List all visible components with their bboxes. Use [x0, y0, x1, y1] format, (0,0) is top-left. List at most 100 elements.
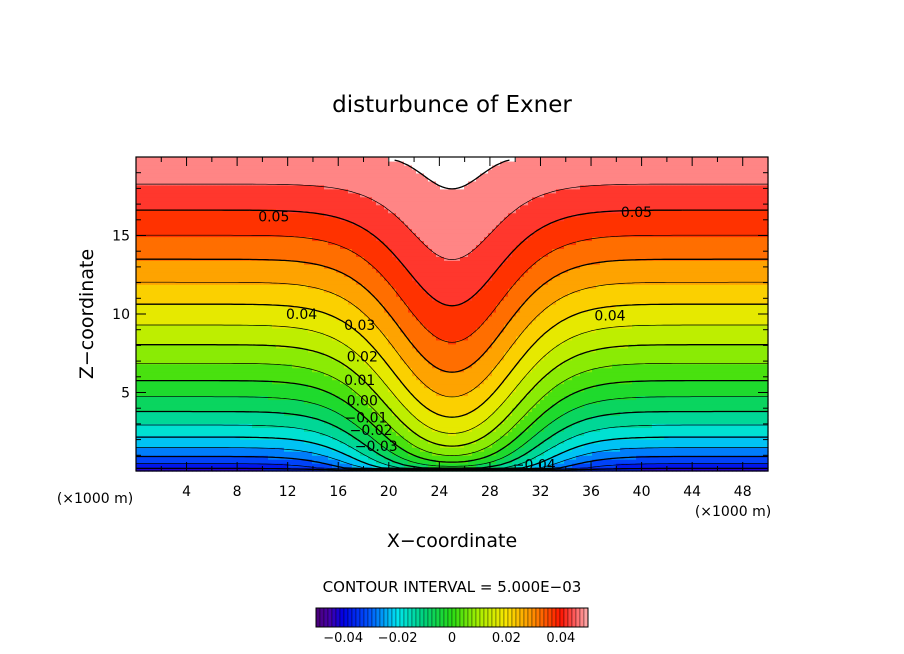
colorbar-tick-label: −0.02: [378, 631, 418, 646]
colorbar-cell: [355, 607, 361, 628]
colorbar-cell: [559, 607, 565, 628]
x-tick-label: 4: [182, 484, 191, 500]
colorbar-cell: [431, 607, 437, 628]
contour-line: [136, 379, 768, 463]
x-tick-label: 20: [380, 484, 398, 500]
colorbar-cell: [495, 607, 501, 628]
contour-line: [136, 183, 768, 260]
colorbar-cell: [471, 607, 477, 628]
contour-label: −0.03: [355, 439, 398, 455]
colorbar-cell: [419, 607, 425, 628]
colorbar-cell: [515, 607, 521, 628]
contour-label: 0.02: [347, 349, 378, 365]
colorbar-cell: [411, 607, 417, 628]
contour-label: 0.05: [258, 210, 289, 226]
colorbar-tick-label: −0.04: [323, 631, 363, 646]
colorbar-cell: [395, 607, 401, 628]
contour-line: [136, 362, 768, 456]
colorbar-cell: [551, 607, 557, 628]
colorbar-cell: [539, 607, 545, 628]
colorbar-cell: [507, 607, 513, 628]
colorbar-cell: [403, 607, 409, 628]
colorbar-cell: [487, 607, 493, 628]
colorbar-cell: [519, 607, 525, 628]
colorbar: [315, 607, 589, 628]
y-axis: 5 10 15: [112, 172, 768, 456]
colorbar-cell: [383, 607, 389, 628]
colorbar-cell: [479, 607, 485, 628]
x-tick-label: 24: [430, 484, 448, 500]
colorbar-cell: [359, 607, 365, 628]
contour-line: [136, 258, 768, 373]
contour-label: −0.02: [350, 423, 393, 439]
colorbar-tick-label: 0: [448, 631, 456, 646]
y-tick-label: 10: [112, 307, 130, 323]
colorbar-cell: [455, 607, 461, 628]
contour-label: −0.04: [513, 458, 556, 474]
contour-line: [136, 455, 768, 471]
colorbar-cell: [387, 607, 393, 628]
y-axis-title: Z−coordinate: [76, 249, 98, 379]
colorbar-cell: [467, 607, 473, 628]
x-tick-label: 32: [532, 484, 550, 500]
y-tick-label: 15: [112, 229, 130, 245]
colorbar-cell: [351, 607, 357, 628]
colorbar-cell: [475, 607, 481, 628]
contour-line: [394, 159, 510, 190]
colorbar-cell: [327, 607, 333, 628]
contour-line: [136, 281, 768, 398]
x-tick-label: 44: [683, 484, 701, 500]
colorbar-cell: [407, 607, 413, 628]
contour-labels: 0.05 0.050.04 0.040.030.020.010.00−0.01−0.…: [258, 205, 652, 474]
colorbar-cell: [315, 607, 321, 628]
x-tick-label: 28: [481, 484, 499, 500]
x-tick-label: 12: [279, 484, 297, 500]
x-tick-label: 40: [633, 484, 651, 500]
colorbar-cell: [483, 607, 489, 628]
x-tick-label: 16: [329, 484, 347, 500]
x-tick-label: 8: [233, 484, 242, 500]
contour-line: [136, 209, 768, 307]
colorbar-cell: [371, 607, 377, 628]
colorbar-cell: [451, 607, 457, 628]
colorbar-cell: [323, 607, 329, 628]
colorbar-frame: [315, 607, 589, 628]
contour-label: 0.05: [621, 205, 652, 221]
colorbar-tick-label: 0.02: [492, 631, 521, 646]
x-tick-label: 48: [734, 484, 752, 500]
colorbar-cell: [499, 607, 505, 628]
contour-label: 0.01: [344, 373, 375, 389]
colorbar-cell: [415, 607, 421, 628]
colorbar-cell: [335, 607, 341, 628]
colorbar-cell: [547, 607, 553, 628]
colorbar-cell: [367, 607, 373, 628]
colorbar-cell: [579, 607, 585, 628]
contour-label: 0.03: [344, 318, 375, 334]
colorbar-cell: [567, 607, 573, 628]
contour-line: [136, 303, 768, 418]
colorbar-cell: [399, 607, 405, 628]
x-tick-label: 36: [582, 484, 600, 500]
colorbar-cell: [463, 607, 469, 628]
chart-title: disturbunce of Exner: [332, 92, 572, 118]
y-tick-label: 5: [121, 386, 130, 402]
colorbar-cell: [563, 607, 569, 628]
contour-line: [136, 344, 768, 447]
colorbar-cell: [447, 607, 453, 628]
colorbar-cell: [439, 607, 445, 628]
contour-label: 0.00: [347, 393, 378, 409]
colorbar-cell: [511, 607, 517, 628]
colorbar-tick-label: 0.04: [546, 631, 575, 646]
colorbar-cell: [379, 607, 385, 628]
colorbar-cell: [523, 607, 529, 628]
contour-line: [136, 234, 768, 343]
y-unit-label: (×1000 m): [57, 491, 133, 507]
colorbar-cell: [535, 607, 541, 628]
colorbar-cell: [543, 607, 549, 628]
colorbar-cell: [575, 607, 581, 628]
colorbar-cell: [319, 607, 325, 628]
x-axis: 4 8 12 16 20 24 28 32 36 40 44 48: [160, 157, 752, 500]
colorbar-cell: [571, 607, 577, 628]
colorbar-cell: [391, 607, 397, 628]
